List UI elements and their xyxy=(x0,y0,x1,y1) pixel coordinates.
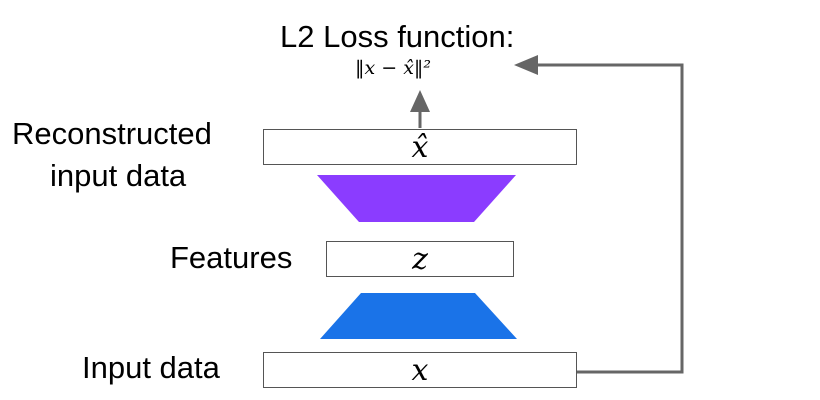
loss-formula: ‖x − x̂‖² xyxy=(355,57,432,79)
reconstructed-label-line1: Reconstructed xyxy=(12,116,212,151)
reconstructed-label-line2: input data xyxy=(50,158,187,193)
input-symbol: x xyxy=(411,352,429,388)
features-label: Features xyxy=(170,240,293,275)
features-box: z xyxy=(326,241,514,277)
output-to-loss-arrowhead xyxy=(410,90,430,112)
encoder-trapezoid xyxy=(320,293,517,339)
loss-function-title: L2 Loss function: xyxy=(280,19,515,54)
feedback-arrowhead xyxy=(514,55,538,75)
features-symbol: z xyxy=(412,241,428,277)
reconstructed-output-box: x̂ xyxy=(263,129,577,165)
input-data-label: Input data xyxy=(82,350,220,385)
input-data-box: x xyxy=(263,352,577,388)
input-to-loss-feedback-path xyxy=(538,63,684,374)
decoder-trapezoid xyxy=(317,175,516,222)
reconstructed-symbol: x̂ xyxy=(411,129,429,165)
